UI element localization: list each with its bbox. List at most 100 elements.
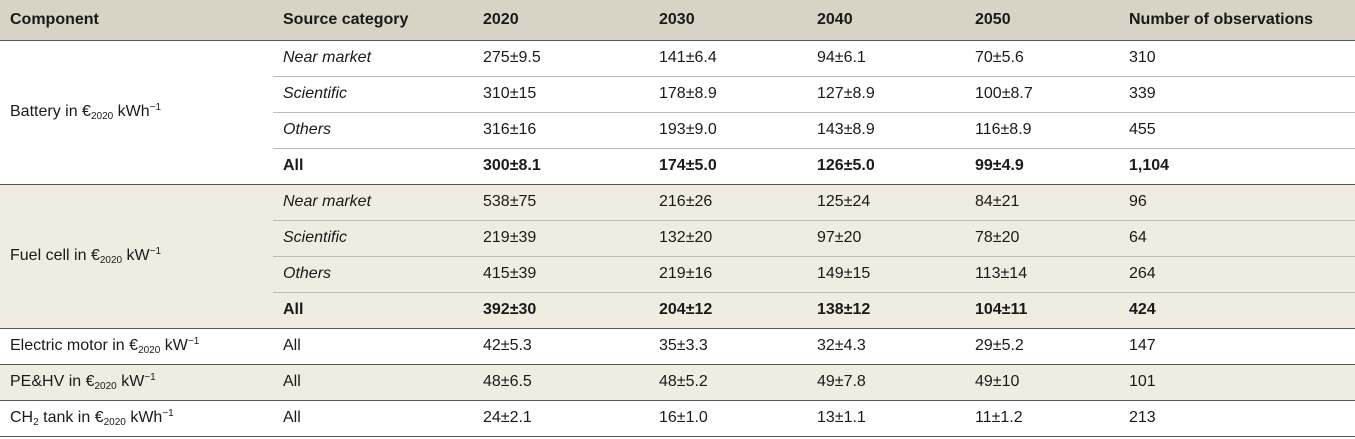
component-label-rest: tank in bbox=[38, 409, 91, 426]
observations-cell: 455 bbox=[1119, 111, 1355, 148]
value-cell: 13±1.1 bbox=[807, 399, 965, 437]
value-cell: 104±11 bbox=[965, 291, 1119, 328]
value-cell: 100±8.7 bbox=[965, 75, 1119, 112]
table-row-all: All 300±8.1 174±5.0 126±5.0 99±4.9 1,104 bbox=[0, 147, 1355, 184]
component-cell: Fuel cell in €2020 kW−1 bbox=[0, 183, 273, 328]
category-cell: All bbox=[273, 363, 473, 400]
value-cell: 84±21 bbox=[965, 183, 1119, 220]
value-cell: 300±8.1 bbox=[473, 147, 649, 184]
category-cell: Others bbox=[273, 255, 473, 292]
category-cell: All bbox=[273, 147, 473, 184]
value-cell: 415±39 bbox=[473, 255, 649, 292]
value-cell: 216±26 bbox=[649, 183, 807, 220]
component-label: Fuel cell in bbox=[10, 247, 87, 264]
value-cell: 125±24 bbox=[807, 183, 965, 220]
value-cell: 275±9.5 bbox=[483, 49, 541, 66]
unit-euro: € bbox=[85, 373, 95, 390]
pehv-group: PE&HV in €2020 kW−1 All 48±6.5 48±5.2 49… bbox=[0, 363, 1355, 400]
unit-year: 2020 bbox=[99, 255, 123, 266]
observations-cell: 101 bbox=[1119, 363, 1355, 400]
value-cell: 538±75 bbox=[473, 183, 649, 220]
value-cell: 138±12 bbox=[807, 291, 965, 328]
value-cell: 113±14 bbox=[965, 255, 1119, 292]
value-cell: 127±8.9 bbox=[807, 75, 965, 112]
table-row: Fuel cell in €2020 kW−1 Near market 538±… bbox=[0, 183, 1355, 328]
unit-exponent: −1 bbox=[149, 246, 162, 257]
unit-year: 2020 bbox=[138, 345, 161, 356]
value-cell: 32±4.3 bbox=[807, 327, 965, 364]
value-cell: 392±30 bbox=[473, 291, 649, 328]
header-component: Component bbox=[0, 0, 273, 41]
value-cell: 42±5.3 bbox=[473, 327, 649, 364]
value-cell: 29±5.2 bbox=[965, 327, 1119, 364]
value-cell: 178±8.9 bbox=[649, 75, 807, 112]
observations-cell: 213 bbox=[1119, 399, 1355, 437]
category-cell: Near market bbox=[283, 49, 372, 66]
category-cell: All bbox=[273, 399, 473, 437]
value-cell: 116±8.9 bbox=[965, 111, 1119, 148]
component-cell: Battery in €2020 kWh−1 bbox=[0, 40, 273, 184]
fuel-cell-group: Fuel cell in €2020 kW−1 Near market 538±… bbox=[0, 183, 1355, 328]
value-cell: 132±20 bbox=[649, 219, 807, 256]
component-label: Battery in bbox=[10, 103, 78, 120]
header-2030: 2030 bbox=[649, 0, 807, 41]
table-row: Others 316±16 193±9.0 143±8.9 116±8.9 45… bbox=[0, 111, 1355, 148]
value-cell: 219±39 bbox=[473, 219, 649, 256]
category-cell: All bbox=[273, 327, 473, 364]
table-row: CH2 tank in €2020 kWh−1 All 24±2.1 16±1.… bbox=[0, 399, 1355, 437]
component-label: PE&HV in bbox=[10, 373, 82, 390]
value-cell: 99±4.9 bbox=[965, 147, 1119, 184]
table-row: Others 415±39 219±16 149±15 113±14 264 bbox=[0, 255, 1355, 292]
unit-euro: € bbox=[90, 247, 100, 264]
value-cell: 78±20 bbox=[965, 219, 1119, 256]
unit-label: kW bbox=[164, 337, 188, 354]
unit-year: 2020 bbox=[90, 111, 114, 122]
value-cell: 143±8.9 bbox=[807, 111, 965, 148]
ch2-tank-group: CH2 tank in €2020 kWh−1 All 24±2.1 16±1.… bbox=[0, 399, 1355, 437]
header-source-category: Source category bbox=[273, 0, 473, 41]
value-cell: 49±10 bbox=[965, 363, 1119, 400]
value-cell: 126±5.0 bbox=[807, 147, 965, 184]
unit-year: 2020 bbox=[94, 381, 117, 392]
value-cell: 310±15 bbox=[473, 75, 649, 112]
category-cell: Others bbox=[273, 111, 473, 148]
value-cell: 16±1.0 bbox=[649, 399, 807, 437]
unit-exponent: −1 bbox=[187, 336, 200, 347]
value-cell: 219±16 bbox=[649, 255, 807, 292]
battery-group: Battery in €2020 kWh−1 Near market 275±9… bbox=[0, 40, 1355, 184]
value-cell: 49±7.8 bbox=[807, 363, 965, 400]
value-cell: 35±3.3 bbox=[649, 327, 807, 364]
value-cell: 316±16 bbox=[473, 111, 649, 148]
table-row: Electric motor in €2020 kW−1 All 42±5.3 … bbox=[0, 327, 1355, 364]
observations-cell: 147 bbox=[1119, 327, 1355, 364]
value-cell: 24±2.1 bbox=[473, 399, 649, 437]
electric-motor-group: Electric motor in €2020 kW−1 All 42±5.3 … bbox=[0, 327, 1355, 364]
unit-label: kW bbox=[126, 247, 150, 264]
unit-label: kW bbox=[121, 373, 145, 390]
component-label: Electric motor in bbox=[10, 337, 125, 354]
table-row: Scientific 219±39 132±20 97±20 78±20 64 bbox=[0, 219, 1355, 256]
category-cell: All bbox=[273, 291, 473, 328]
table-row: Scientific 310±15 178±8.9 127±8.9 100±8.… bbox=[0, 75, 1355, 112]
table-row: PE&HV in €2020 kW−1 All 48±6.5 48±5.2 49… bbox=[0, 363, 1355, 400]
component-cell: CH2 tank in €2020 kWh−1 bbox=[0, 399, 273, 437]
unit-label: kWh bbox=[117, 103, 150, 120]
observations-cell: 424 bbox=[1119, 291, 1355, 328]
value-cell: 48±6.5 bbox=[473, 363, 649, 400]
value-cell: 70±5.6 bbox=[975, 49, 1024, 66]
chem-subscript: 2 bbox=[33, 417, 39, 428]
unit-exponent: −1 bbox=[149, 102, 162, 113]
value-cell: 141±6.4 bbox=[659, 49, 717, 66]
table-row-all: All 392±30 204±12 138±12 104±11 424 bbox=[0, 291, 1355, 328]
observations-cell: 339 bbox=[1119, 75, 1355, 112]
category-cell: Near market bbox=[273, 183, 473, 220]
header-2020: 2020 bbox=[473, 0, 649, 41]
value-cell: 97±20 bbox=[807, 219, 965, 256]
header-2040: 2040 bbox=[807, 0, 965, 41]
header-observations: Number of observations bbox=[1119, 0, 1355, 41]
category-cell: Scientific bbox=[273, 219, 473, 256]
value-cell: 149±15 bbox=[807, 255, 965, 292]
component-cell: PE&HV in €2020 kW−1 bbox=[0, 363, 273, 400]
value-cell: 204±12 bbox=[649, 291, 807, 328]
